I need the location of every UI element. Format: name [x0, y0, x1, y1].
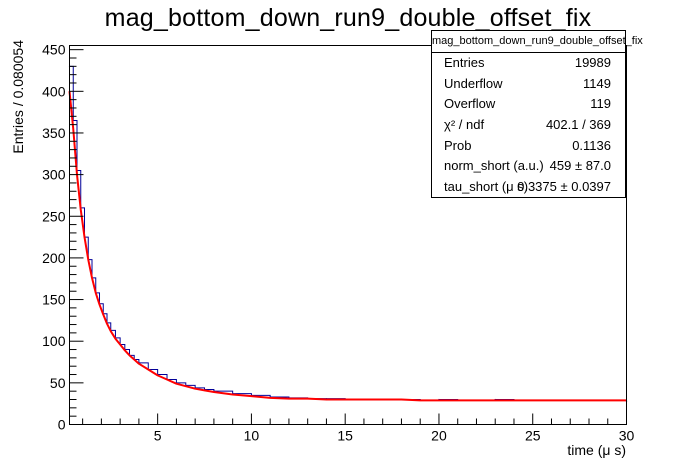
chart-title: mag_bottom_down_run9_double_offset_fix [104, 4, 592, 32]
stat-chi2-value: 402.1 / 369 [545, 117, 611, 133]
fit-point [110, 330, 112, 332]
fit-point [185, 385, 187, 387]
fit-point [532, 399, 534, 401]
stat-overflow-value: 119 [590, 96, 611, 112]
fit-point [494, 399, 496, 401]
fit-point [288, 398, 290, 400]
x-tick-label: 25 [525, 428, 541, 444]
fit-point [588, 399, 590, 401]
x-axis-title: time (μ s) [567, 442, 626, 458]
fit-point [166, 378, 168, 381]
series-layer [68, 65, 628, 402]
stat-row-underflow: Underflow 1149 [432, 74, 625, 95]
fit-point [106, 323, 108, 325]
y-tick-label: 100 [42, 333, 66, 349]
fit-point [80, 208, 82, 211]
stat-underflow-value: 1149 [583, 75, 611, 91]
y-tick-label: 200 [42, 250, 66, 266]
x-tick-label: 5 [154, 428, 162, 444]
fit-point [325, 398, 328, 401]
x-tick-label: 30 [619, 428, 635, 444]
y-tick-label: 250 [42, 208, 66, 224]
plot-frame [69, 45, 627, 425]
x-tick-label: 15 [337, 428, 353, 444]
fit-point [175, 383, 177, 385]
fit-point [147, 368, 149, 371]
stats-box: mag_bottom_down_run9_double_offset_fix E… [431, 30, 643, 198]
stat-overflow-label: Overflow [444, 96, 496, 112]
stat-tau-short-label: tau_short (μ s) [444, 179, 529, 195]
fit-point [400, 398, 403, 401]
stat-row-norm-short: norm_short (a.u.) 459 ± 87.0 [432, 156, 625, 177]
fit-point [72, 128, 74, 130]
stat-prob-label: Prob [444, 137, 472, 153]
fit-point [138, 363, 140, 365]
y-tick-label: 300 [42, 167, 66, 183]
stat-norm-short-value: 459 ± 87.0 [549, 158, 611, 174]
fit-point [269, 397, 271, 399]
stat-row-entries: Entries 19989 [432, 53, 625, 74]
x-axis-ticks: 5 10 15 20 25 30 [82, 413, 635, 444]
fit-point [307, 398, 309, 400]
stat-row-prob: Prob 0.1136 [432, 136, 625, 157]
fit-point [194, 388, 196, 390]
stat-row-chi2: χ² / ndf 402.1 / 369 [432, 115, 625, 136]
fit-point [102, 313, 104, 316]
fit-point [607, 399, 609, 401]
fit-point [203, 389, 206, 391]
stats-box-title: mag_bottom_down_run9_double_offset_fix [432, 31, 643, 53]
fit-point [91, 277, 93, 279]
y-tick-label: 50 [50, 375, 66, 391]
fit-point [119, 343, 121, 346]
fit-point [569, 399, 571, 401]
fit-point [513, 399, 515, 401]
x-tick-label: 10 [244, 428, 260, 444]
y-tick-label: 400 [42, 83, 66, 99]
fit-point [98, 303, 101, 306]
stat-entries-value: 19989 [574, 55, 611, 70]
fit-point [83, 236, 86, 238]
fit-point [382, 398, 384, 401]
stat-underflow-label: Underflow [444, 75, 503, 91]
x-tick-label: 20 [431, 428, 447, 444]
fit-point [157, 374, 159, 376]
fit-curve [68, 91, 627, 402]
stat-row-tau-short: tau_short (μ s) 0.3375 ± 0.0397 [432, 177, 625, 198]
fit-point [250, 395, 253, 397]
fit-point [438, 399, 440, 401]
y-tick-label: 0 [58, 417, 66, 433]
fit-point [419, 399, 421, 401]
fit-point [87, 258, 89, 261]
fit-point [550, 399, 553, 401]
stat-chi2-label: χ² / ndf [444, 117, 485, 133]
y-tick-label: 150 [42, 292, 66, 308]
y-tick-label: 350 [42, 125, 66, 141]
stat-norm-short-label: norm_short (a.u.) [444, 158, 544, 174]
fit-point [95, 292, 97, 294]
fit-point [128, 354, 131, 356]
fit-point [475, 399, 478, 401]
fit-point [133, 358, 135, 361]
fit-point [363, 398, 365, 401]
y-tick-label: 450 [42, 42, 66, 58]
fit-point [114, 338, 117, 340]
stat-prob-value: 0.1136 [572, 137, 611, 153]
y-axis-ticks: 0 50 100 150 200 250 300 350 400 450 [42, 42, 84, 433]
fit-point [344, 398, 346, 401]
stat-entries-label: Entries [444, 55, 485, 70]
fit-point [213, 391, 215, 393]
fit-point [124, 349, 126, 351]
y-axis-title: Entries / 0.080054 [10, 40, 26, 154]
stat-row-overflow: Overflow 119 [432, 94, 625, 115]
fit-point [232, 393, 234, 396]
fit-point [457, 399, 459, 401]
stat-tau-short-value: 0.3375 ± 0.0397 [517, 179, 611, 195]
